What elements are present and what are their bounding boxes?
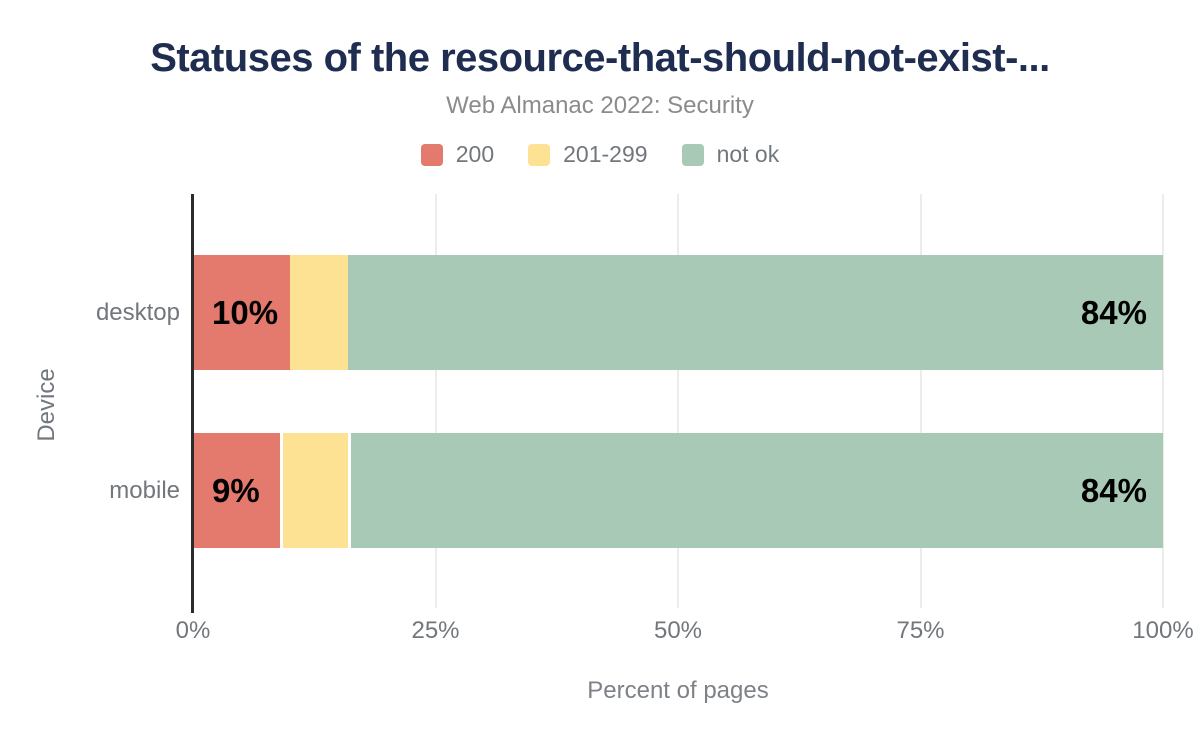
x-tick-label-50: 50%	[653, 617, 703, 644]
bar-row-mobile: 9% 84%	[193, 433, 1163, 548]
y-tick-label-desktop: desktop	[95, 299, 180, 326]
legend-swatch-icon	[420, 143, 443, 166]
bar-value-label: 84%	[1080, 471, 1147, 509]
x-tick-label-75: 75%	[896, 617, 945, 644]
plot-area: 10% 84% 9% 84%	[193, 194, 1164, 608]
x-tick-label-100: 100%	[1132, 617, 1194, 644]
x-tick-label-0: 0%	[175, 617, 211, 644]
bar-segment-desktop-not-ok[interactable]: 84%	[348, 255, 1163, 370]
bar-value-label: 9%	[212, 471, 260, 509]
legend-item-not-ok[interactable]: not ok	[681, 141, 780, 168]
y-tick-label-mobile: mobile	[109, 477, 180, 504]
bar-segment-mobile-not-ok[interactable]: 84%	[348, 433, 1163, 548]
chart-title: Statuses of the resource-that-should-not…	[150, 36, 1050, 80]
legend: 200 201-299 not ok	[0, 141, 1200, 168]
bar-value-label: 10%	[212, 293, 279, 331]
gridline-75	[919, 194, 922, 608]
gridline-50	[677, 194, 679, 608]
x-axis-title: Percent of pages	[587, 677, 769, 704]
legend-label: not ok	[716, 141, 780, 167]
bar-segment-mobile-201-299[interactable]	[280, 433, 349, 548]
y-axis-title: Device	[33, 368, 60, 442]
x-tick-label-25: 25%	[411, 617, 460, 644]
legend-swatch-icon	[528, 143, 551, 166]
legend-label: 200	[455, 141, 495, 167]
legend-label: 201-299	[563, 141, 648, 167]
legend-item-200[interactable]: 200	[420, 141, 495, 168]
bar-value-label: 84%	[1080, 293, 1147, 331]
gridline-100	[1162, 194, 1164, 608]
bar-segment-desktop-200[interactable]: 10%	[193, 255, 290, 370]
y-axis-line	[191, 194, 194, 613]
bar-row-desktop: 10% 84%	[193, 255, 1163, 370]
bar-segment-desktop-201-299[interactable]	[290, 255, 349, 370]
chart-subtitle: Web Almanac 2022: Security	[446, 92, 754, 119]
legend-swatch-icon	[681, 143, 704, 166]
legend-item-201-299[interactable]: 201-299	[528, 141, 648, 168]
bar-segment-mobile-200[interactable]: 9%	[193, 433, 281, 548]
gridline-25	[434, 194, 437, 608]
